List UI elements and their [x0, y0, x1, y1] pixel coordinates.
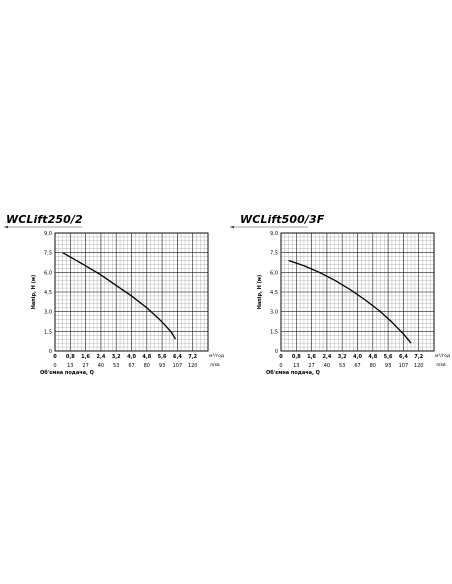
x-tick-label-lmin: 27	[308, 363, 314, 369]
chart-wclift250: 0 1,5 3,0 4,5 6,0 7,5 9,0 Напір, H (м) 0 0,8 1,6 2,…	[4, 225, 224, 376]
x-axis-label: Об'ємна подача, Q	[40, 369, 94, 376]
y-tick-label: 7,5	[44, 251, 52, 257]
series-line	[62, 252, 177, 340]
x-tick-label-lmin: 107	[173, 363, 183, 369]
y-tick-label: 4,5	[44, 290, 52, 296]
x-tick-label-lmin: 80	[144, 363, 150, 369]
x-tick-label-lmin: 0	[279, 363, 282, 369]
x-tick-label-lmin: 107	[399, 363, 409, 369]
x-unit-m3h: м³/год	[435, 353, 450, 359]
x-tick-label-m3h: 1,6	[307, 354, 316, 360]
y-tick-label: 4,5	[270, 290, 278, 296]
y-axis-label: Напір, H (м)	[31, 275, 37, 310]
x-tick-label-m3h: 3,2	[338, 354, 347, 360]
x-tick-label-lmin: 93	[159, 363, 165, 369]
x-tick-label-lmin: 27	[82, 363, 88, 369]
x-tick-label-m3h: 4,8	[142, 354, 151, 360]
y-tick-label: 3,0	[44, 310, 52, 316]
plot-frame	[280, 232, 435, 352]
x-tick-label-lmin: 40	[324, 363, 330, 369]
x-tick-label-lmin: 120	[188, 363, 198, 369]
x-tick-label-lmin: 13	[67, 363, 73, 369]
title-arrow-icon	[4, 225, 8, 229]
series-line	[288, 259, 412, 344]
x-tick-label-lmin: 80	[370, 363, 376, 369]
y-tick-label: 9,0	[270, 231, 278, 237]
y-tick-label: 9,0	[44, 231, 52, 237]
grid-major	[280, 232, 435, 352]
x-unit-m3h: м³/год	[209, 353, 224, 359]
y-tick-label: 6,0	[44, 270, 52, 276]
y-tick-label: 7,5	[270, 251, 278, 257]
x-tick-label-m3h: 4,8	[368, 354, 377, 360]
x-tick-label-m3h: 6,4	[173, 354, 182, 360]
x-axis-label: Об'ємна подача, Q	[266, 369, 320, 376]
x-tick-label-m3h: 2,4	[96, 354, 105, 360]
x-unit-lmin: л/хв	[210, 362, 220, 368]
chart-title: WCLift500/3F	[240, 213, 325, 226]
chart-panel-wclift250: WCLift250/2 0 1,5 3,0 4,5 6,0 7,5 9,0 Напір, H …	[0, 205, 226, 395]
y-tick-label: 1,5	[44, 329, 52, 335]
chart-title: WCLift250/2	[6, 213, 83, 226]
x-tick-label-m3h: 0,8	[292, 354, 301, 360]
plot-frame	[54, 232, 209, 352]
x-tick-label-m3h: 0	[279, 354, 283, 360]
x-tick-label-lmin: 0	[53, 363, 56, 369]
x-tick-label-lmin: 93	[385, 363, 391, 369]
y-tick-label: 0	[275, 349, 278, 355]
y-axis-label: Напір, H (м)	[257, 275, 263, 310]
x-tick-label-m3h: 3,2	[112, 354, 121, 360]
x-tick-label-lmin: 67	[128, 363, 134, 369]
x-tick-label-lmin: 120	[414, 363, 424, 369]
x-tick-label-lmin: 53	[339, 363, 345, 369]
y-tick-label: 1,5	[270, 329, 278, 335]
x-tick-label-m3h: 0	[53, 354, 57, 360]
x-tick-label-m3h: 5,6	[384, 354, 393, 360]
x-tick-label-m3h: 4,0	[127, 354, 136, 360]
title-arrow-icon	[230, 225, 234, 229]
x-tick-label-m3h: 2,4	[322, 354, 331, 360]
x-unit-lmin: л/хв	[436, 362, 446, 368]
x-tick-label-m3h: 6,4	[399, 354, 408, 360]
x-tick-label-lmin: 53	[113, 363, 119, 369]
chart-panel-wclift500: WCLift500/3F 0 1,5 3,0 4,5 6,0 7,5 9,0 Напір, H…	[226, 205, 452, 395]
chart-wclift500: 0 1,5 3,0 4,5 6,0 7,5 9,0 Напір, H (м) 0 0,8 1,6 2,…	[230, 225, 450, 376]
x-tick-label-m3h: 7,2	[414, 354, 423, 360]
x-tick-label-m3h: 1,6	[81, 354, 90, 360]
x-tick-label-m3h: 0,8	[66, 354, 75, 360]
x-tick-label-lmin: 40	[98, 363, 104, 369]
y-tick-label: 6,0	[270, 270, 278, 276]
x-tick-label-m3h: 5,6	[158, 354, 167, 360]
x-tick-label-m3h: 7,2	[188, 354, 197, 360]
x-tick-label-lmin: 13	[293, 363, 299, 369]
x-tick-label-m3h: 4,0	[353, 354, 362, 360]
y-tick-label: 0	[49, 349, 52, 355]
y-tick-label: 3,0	[270, 310, 278, 316]
x-tick-label-lmin: 67	[354, 363, 360, 369]
